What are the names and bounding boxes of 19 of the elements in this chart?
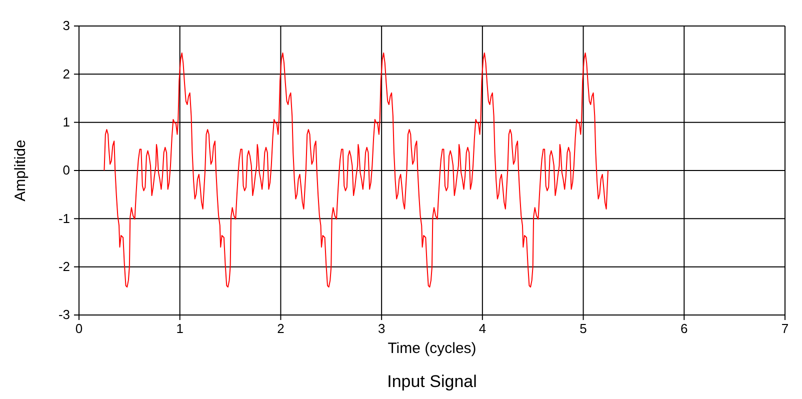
y-axis-title: Amplitide [12,140,29,202]
x-tick-label: 0 [75,321,83,336]
x-tick-label: 4 [478,321,486,336]
y-tick-label: 1 [62,114,70,130]
y-tick-label: -2 [58,258,70,274]
x-tick-label: 7 [781,321,789,336]
y-tick-label: -3 [58,307,70,322]
text: Input Signal [387,372,477,391]
y-tick-label: 3 [62,18,70,34]
y-tick-label: -1 [58,210,70,226]
x-tick-label: 6 [680,321,688,336]
x-tick-label: 3 [378,321,386,336]
x-tick-label: 2 [277,321,284,336]
x-axis-title: Time (cycles) [388,340,476,357]
x-tick-label: 1 [176,321,184,336]
y-tick-label: 2 [62,66,70,82]
y-tick-label: 0 [62,162,70,178]
x-tick-label: 5 [580,321,587,336]
line-series [104,52,608,288]
